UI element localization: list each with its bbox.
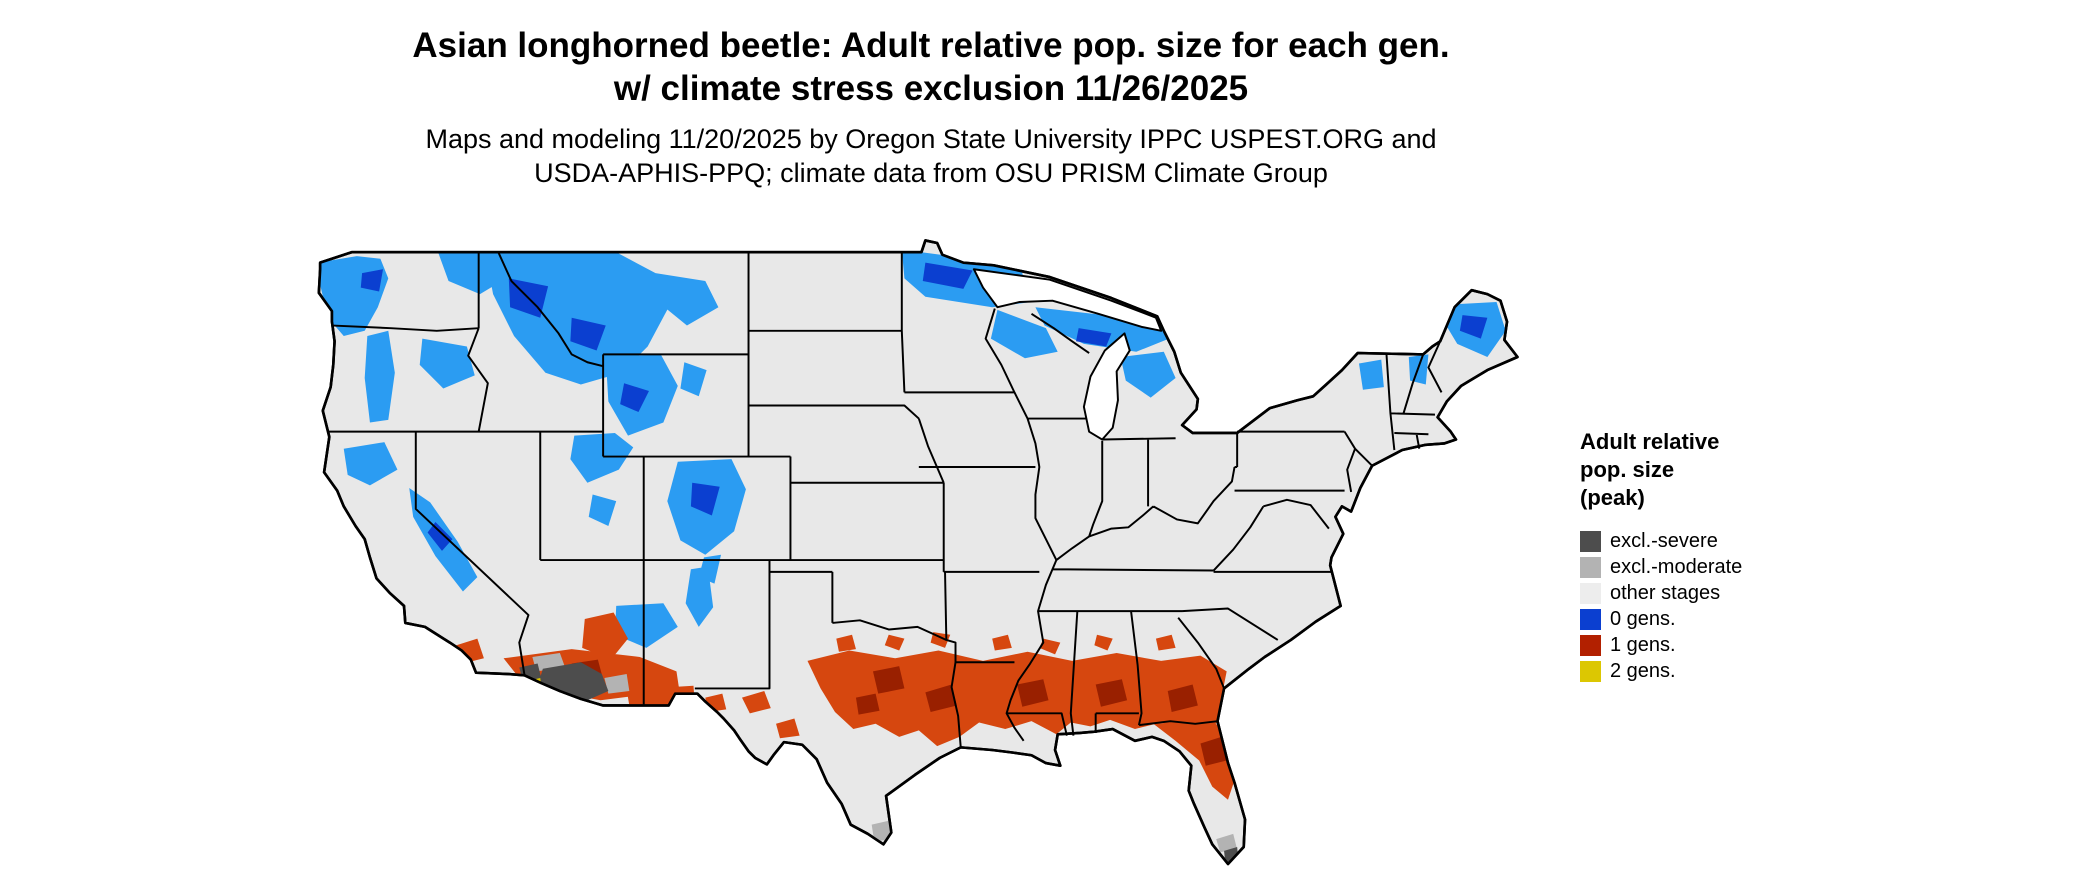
- legend-title-line2: pop. size: [1580, 457, 1675, 482]
- excl-severe-label: excl.-severe: [1610, 530, 1718, 552]
- gen1-swatch: [1580, 634, 1601, 656]
- other-stages-label: other stages: [1610, 582, 1721, 604]
- lake-michigan: [1082, 332, 1131, 441]
- excl-severe-regions: [519, 662, 1239, 864]
- gen0-regions: [318, 249, 1506, 648]
- gen1-label: 1 gens.: [1610, 634, 1676, 656]
- legend: Adult relative pop. size (peak) excl.-se…: [1580, 428, 1860, 684]
- gen1-dark-speckles: [571, 659, 1227, 766]
- legend-title-line3: (peak): [1580, 485, 1645, 510]
- legend-row-excl-severe: excl.-severe: [1580, 528, 1860, 554]
- map-subtitle-line1: Maps and modeling 11/20/2025 by Oregon S…: [425, 124, 1437, 154]
- gen0-label: 0 gens.: [1610, 608, 1676, 630]
- other-stages-swatch: [1580, 582, 1601, 604]
- excl-moderate-label: excl.-moderate: [1610, 556, 1743, 578]
- gen2-label: 2 gens.: [1610, 660, 1676, 682]
- legend-row-2-gens: 2 gens.: [1580, 658, 1860, 684]
- excl-moderate-swatch: [1580, 556, 1601, 578]
- map-subtitle-line2: USDA-APHIS-PPQ; climate data from OSU PR…: [534, 158, 1328, 188]
- title-block: Asian longhorned beetle: Adult relative …: [0, 24, 1862, 190]
- state-borders: [328, 251, 1443, 748]
- legend-items: excl.-severe excl.-moderate other stages…: [1580, 528, 1860, 684]
- excl-severe-swatch: [1580, 530, 1601, 552]
- lake-superior: [972, 268, 1163, 332]
- legend-row-other-stages: other stages: [1580, 580, 1860, 606]
- gen2-swatch: [1580, 660, 1601, 682]
- us-map: [317, 239, 1519, 866]
- title-spacer: [0, 110, 1862, 122]
- conus-land: [317, 239, 1519, 866]
- legend-title-line1: Adult relative: [1580, 429, 1720, 454]
- map-title-line1: Asian longhorned beetle: Adult relative …: [412, 26, 1450, 65]
- legend-row-0-gens: 0 gens.: [1580, 606, 1860, 632]
- gen0-swatch: [1580, 608, 1601, 630]
- legend-row-excl-moderate: excl.-moderate: [1580, 554, 1860, 580]
- gen1-regions: [456, 612, 1236, 800]
- map-title-line2: w/ climate stress exclusion 11/26/2025: [613, 69, 1249, 108]
- legend-row-1-gens: 1 gens.: [1580, 632, 1860, 658]
